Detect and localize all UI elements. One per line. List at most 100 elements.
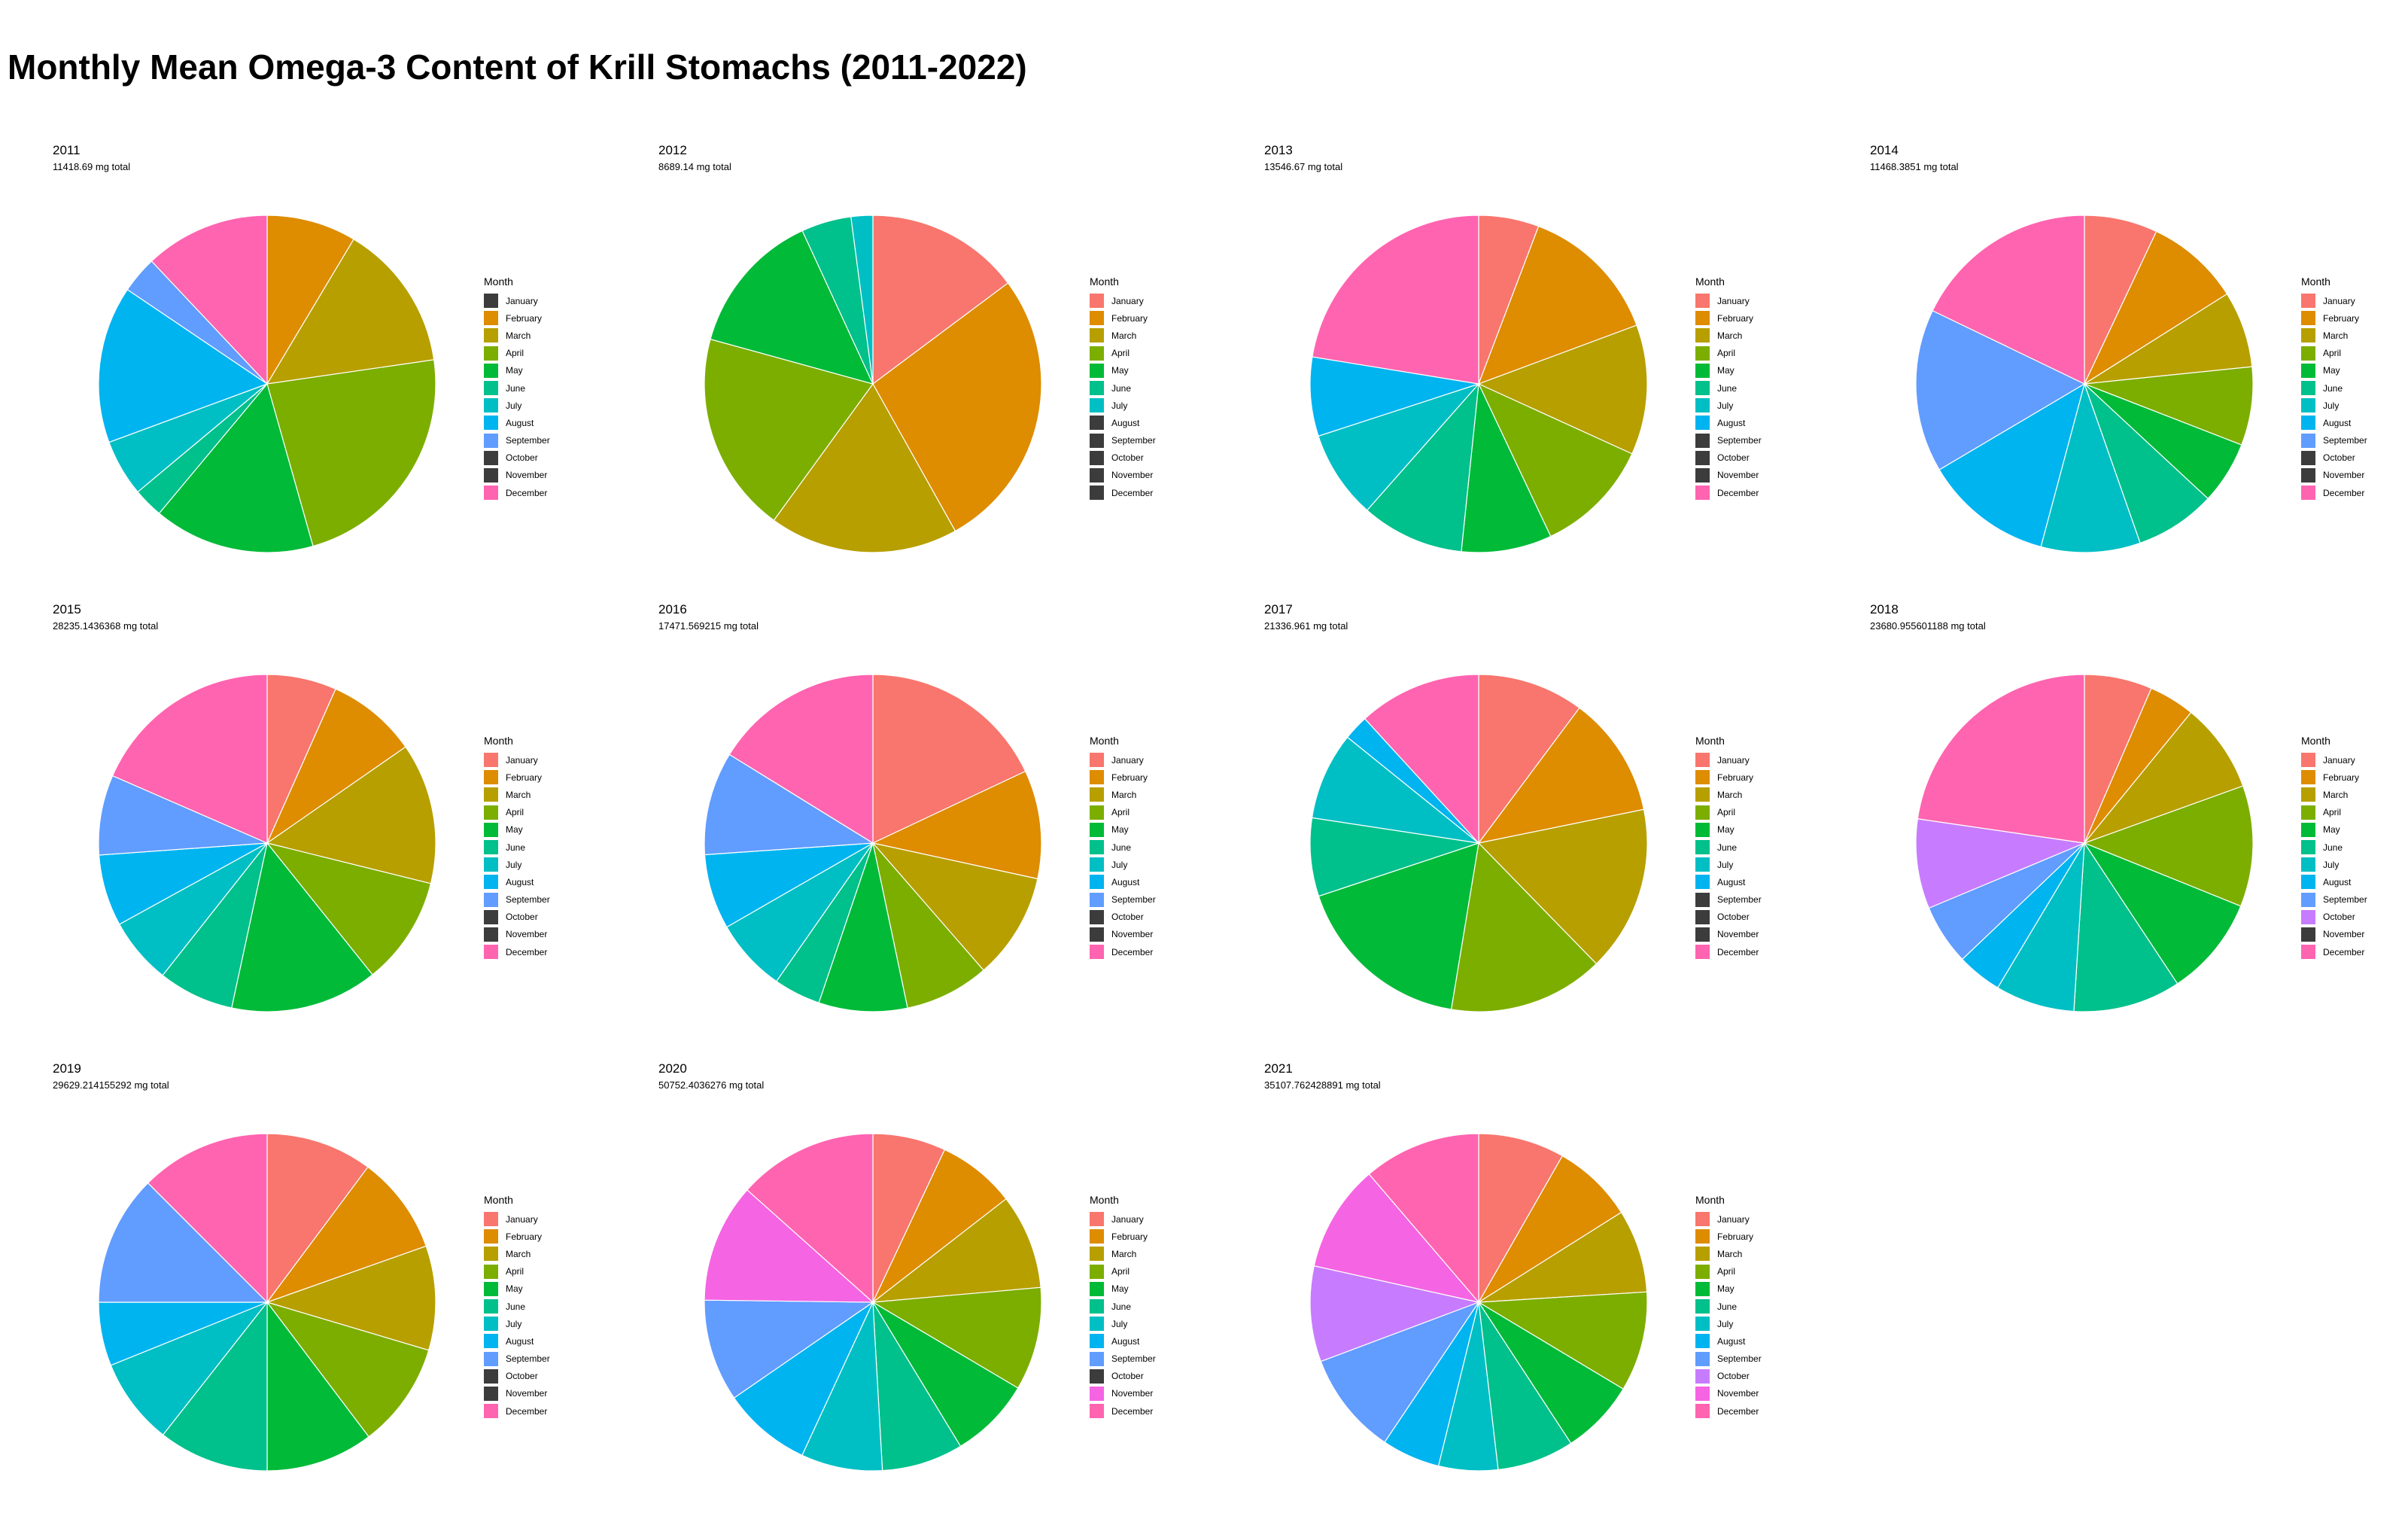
legend-item-march: March bbox=[484, 327, 550, 344]
legend-label: September bbox=[506, 435, 550, 446]
legend-item-august: August bbox=[1695, 1332, 1762, 1350]
legend-swatch bbox=[1695, 398, 1710, 413]
legend-swatch bbox=[1090, 875, 1104, 890]
legend-item-july: July bbox=[1695, 856, 1762, 873]
pie-slice-august bbox=[98, 288, 269, 443]
legend-label: December bbox=[1717, 946, 1759, 957]
pie-slice-april bbox=[1450, 842, 1598, 1012]
legend-swatch bbox=[1090, 381, 1104, 396]
legend-item-october: October bbox=[1090, 909, 1156, 926]
legend-label: December bbox=[1111, 946, 1154, 957]
pie-slice-june bbox=[1366, 382, 1479, 553]
pie-slice-december bbox=[1932, 215, 2085, 385]
pie-slice-april bbox=[1477, 382, 1633, 537]
legend-label: April bbox=[506, 1266, 524, 1277]
pie-chart-panel: 2018 23680.955601188 mg total Month January… bbox=[1825, 602, 2408, 1054]
pie-slice-december bbox=[1312, 215, 1479, 385]
legend-item-december: December bbox=[1090, 943, 1156, 960]
pie-chart-panel: 2016 17471.569215 mg total Month January Feb… bbox=[613, 602, 1208, 1054]
legend-swatch bbox=[1090, 1351, 1104, 1366]
legend-label: March bbox=[2323, 789, 2349, 800]
legend-label: May bbox=[1717, 1283, 1735, 1295]
legend-swatch bbox=[484, 822, 498, 837]
legend-swatch bbox=[484, 433, 498, 448]
legend-swatch bbox=[2301, 927, 2315, 942]
legend-swatch bbox=[484, 294, 498, 309]
legend-label: February bbox=[506, 1231, 543, 1242]
legend-item-october: October bbox=[1695, 449, 1762, 467]
legend-item-may: May bbox=[2301, 821, 2367, 839]
pie-slice-may bbox=[231, 842, 373, 1012]
legend-swatch bbox=[1695, 1299, 1710, 1314]
pie-chart-title: 2018 bbox=[1870, 602, 1899, 616]
legend-label: January bbox=[1717, 295, 1750, 306]
main-title: Monthly Mean Omega-3 Content of Krill St… bbox=[8, 47, 1027, 87]
legend-swatch bbox=[2301, 294, 2315, 309]
legend-item-july: July bbox=[1090, 1315, 1156, 1332]
legend-item-july: July bbox=[484, 856, 550, 873]
legend-item-august: August bbox=[1695, 414, 1762, 431]
legend-swatch bbox=[484, 1247, 498, 1262]
legend-swatch bbox=[1695, 1247, 1710, 1262]
legend-swatch bbox=[1090, 433, 1104, 448]
legend-item-december: December bbox=[1090, 484, 1156, 501]
legend-item-june: June bbox=[484, 839, 550, 856]
pie-chart bbox=[1309, 215, 1648, 553]
legend-item-may: May bbox=[1090, 821, 1156, 839]
legend-label: February bbox=[1717, 772, 1754, 783]
pie-chart bbox=[704, 1133, 1042, 1472]
legend-item-november: November bbox=[1090, 926, 1156, 943]
legend-label: June bbox=[1111, 1301, 1132, 1312]
pie-slice-october bbox=[1309, 1265, 1481, 1362]
legend-swatch bbox=[484, 363, 498, 378]
pie-slice-april bbox=[704, 338, 874, 522]
legend-label: June bbox=[1717, 382, 1738, 394]
legend-swatch bbox=[1090, 311, 1104, 326]
legend-swatch bbox=[2301, 840, 2315, 855]
legend-label: May bbox=[1111, 365, 1129, 376]
legend-swatch bbox=[2301, 875, 2315, 890]
pie-chart-panel: 2017 21336.961 mg total Month January Februa… bbox=[1219, 602, 1814, 1054]
legend-item-february: February bbox=[484, 769, 550, 786]
legend-swatch bbox=[1090, 467, 1104, 483]
legend-label: December bbox=[1111, 487, 1154, 498]
legend-swatch bbox=[484, 909, 498, 924]
legend-item-may: May bbox=[1090, 362, 1156, 379]
legend-swatch bbox=[1090, 486, 1104, 501]
legend-label: May bbox=[1111, 1283, 1129, 1295]
legend-swatch bbox=[484, 311, 498, 326]
legend-item-october: October bbox=[484, 449, 550, 467]
legend-item-july: July bbox=[1695, 397, 1762, 414]
pie-slice-august bbox=[1938, 382, 2085, 548]
legend-item-july: July bbox=[2301, 856, 2367, 873]
legend-label: January bbox=[1717, 754, 1750, 766]
legend-label: April bbox=[1111, 1266, 1130, 1277]
legend-swatch bbox=[1695, 363, 1710, 378]
pie-slice-october bbox=[1915, 818, 2087, 909]
legend-label: June bbox=[1111, 382, 1132, 394]
pie-chart-title: 2020 bbox=[658, 1061, 687, 1076]
legend-swatch bbox=[484, 416, 498, 431]
legend-label: March bbox=[1717, 789, 1743, 800]
pie-slice-february bbox=[266, 1166, 427, 1304]
legend-title: Month bbox=[2301, 276, 2330, 288]
legend-item-january: January bbox=[1090, 292, 1156, 309]
legend-swatch bbox=[2301, 945, 2315, 960]
legend-label: February bbox=[506, 312, 543, 324]
legend-item-may: May bbox=[484, 821, 550, 839]
legend-item-june: June bbox=[1695, 839, 1762, 856]
pie-chart-panel: 2019 29629.214155292 mg total Month January… bbox=[8, 1061, 602, 1513]
legend-item-september: September bbox=[1090, 432, 1156, 449]
legend-item-june: June bbox=[484, 379, 550, 397]
legend-label: October bbox=[506, 912, 538, 923]
legend-swatch bbox=[484, 486, 498, 501]
legend-swatch bbox=[1695, 909, 1710, 924]
legend-item-august: August bbox=[484, 873, 550, 890]
legend-item-july: July bbox=[2301, 397, 2367, 414]
pie-slice-march bbox=[2083, 711, 2244, 845]
legend-label: July bbox=[1111, 400, 1128, 411]
legend: Month January February March April May June Jul… bbox=[1695, 735, 1762, 960]
pie-chart-panel: 2011 11418.69 mg total Month January Februar… bbox=[8, 143, 602, 595]
legend-item-october: October bbox=[1090, 449, 1156, 467]
legend-item-september: September bbox=[2301, 891, 2367, 909]
